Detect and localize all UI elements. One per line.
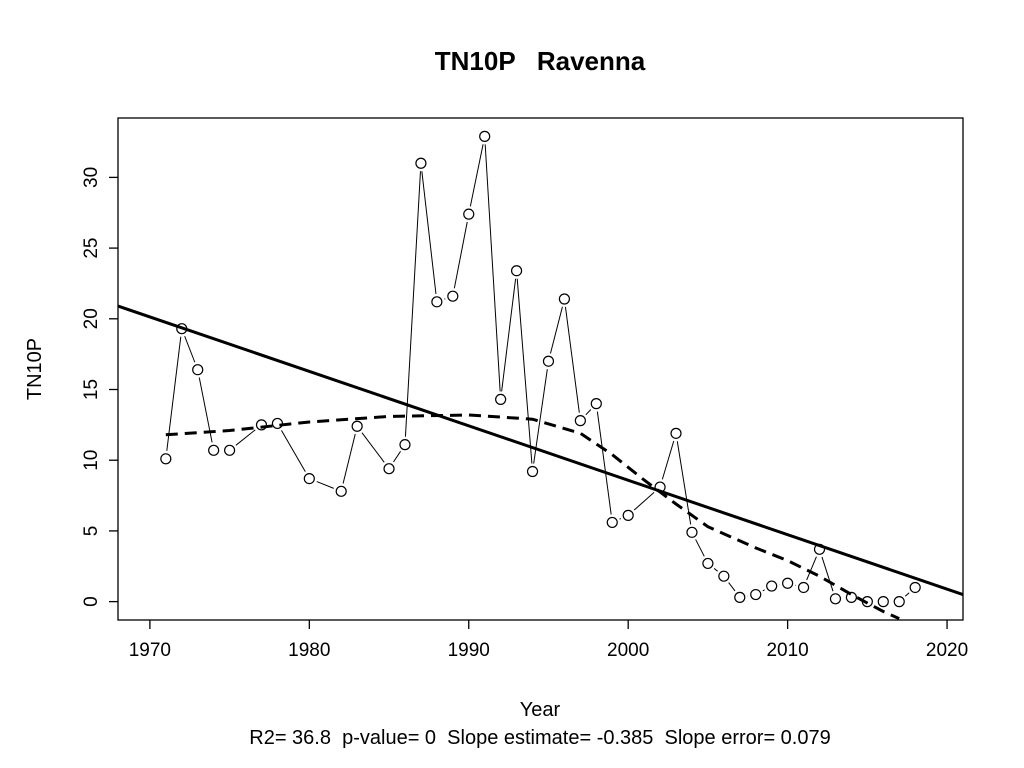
data-point: [893, 596, 905, 608]
series-segment: [469, 144, 484, 207]
series-segment: [762, 589, 765, 592]
x-tick-label: 1970: [129, 640, 171, 661]
x-tick-label: 2000: [607, 640, 649, 661]
data-point: [606, 516, 618, 529]
series-segment: [393, 451, 401, 463]
series-segment: [361, 432, 385, 463]
series-segment: [564, 306, 580, 413]
series-segment: [404, 171, 421, 437]
data-point: [463, 208, 475, 220]
series-segment: [281, 430, 306, 472]
plot-marks: [118, 130, 963, 620]
data-point: [495, 393, 507, 406]
data-point: [160, 453, 172, 465]
series-segment: [184, 335, 196, 363]
y-axis: 0 5 10 15 20 25 30: [81, 167, 118, 607]
chart-title: TN10P Ravenna: [435, 46, 646, 76]
data-point: [383, 463, 395, 475]
series-segment: [342, 433, 356, 484]
y-tick-label: 15: [81, 379, 102, 400]
data-point: [542, 355, 555, 367]
x-tick-label: 1980: [288, 640, 330, 661]
series-segment: [501, 278, 517, 392]
y-tick-label: 10: [81, 450, 102, 471]
data-point: [335, 485, 347, 497]
data-point: [750, 588, 762, 601]
series-segment: [728, 582, 736, 592]
series-segment: [821, 556, 834, 592]
series-segment: [421, 171, 437, 294]
series-segment: [166, 336, 182, 451]
data-point: [431, 296, 443, 308]
series-segment: [904, 592, 910, 597]
series-segment: [316, 481, 334, 489]
data-point: [399, 439, 411, 451]
data-point: [877, 596, 889, 608]
data-point: [192, 364, 204, 376]
data-point: [224, 444, 236, 456]
data-point: [845, 591, 857, 603]
data-point: [909, 581, 921, 594]
data-point: [718, 570, 730, 582]
series-segment: [516, 278, 533, 464]
data-point: [622, 509, 634, 521]
data-point: [590, 398, 602, 410]
stats-footer: R2= 36.8 p-value= 0 Slope estimate= -0.3…: [249, 727, 830, 749]
data-point: [303, 472, 315, 485]
y-tick-label: 30: [81, 167, 102, 188]
data-point: [558, 293, 571, 305]
data-point: [351, 420, 363, 432]
data-point: [447, 290, 459, 302]
trend-line: [118, 304, 963, 596]
series-segment: [695, 539, 705, 557]
series-segment: [453, 221, 468, 289]
data-point: [208, 444, 220, 456]
y-tick-label: 0: [81, 596, 102, 607]
data-point: [255, 419, 268, 431]
data-point: [526, 465, 539, 478]
series-segment: [585, 409, 592, 416]
series-segment: [713, 568, 718, 572]
y-tick-label: 5: [81, 526, 102, 537]
y-tick-label: 25: [81, 238, 102, 259]
data-point: [702, 557, 714, 570]
series-segment: [235, 429, 256, 446]
series-segment: [633, 492, 655, 511]
data-point: [734, 591, 746, 603]
data-point: [510, 265, 523, 277]
data-point: [574, 415, 586, 427]
series-segment: [806, 556, 817, 581]
series-segment: [549, 306, 563, 354]
data-point: [415, 157, 427, 169]
series-segment: [676, 441, 692, 525]
data-point: [670, 427, 682, 439]
x-axis: 1970 1980 1990 2000 2010 2020: [129, 620, 968, 661]
y-axis-label: TN10P: [24, 338, 46, 400]
series-segment: [484, 144, 501, 392]
data-point: [829, 593, 842, 605]
data-point: [797, 581, 810, 594]
x-tick-label: 1990: [448, 640, 490, 661]
data-point: [686, 526, 698, 538]
series-segment: [661, 440, 675, 480]
data-point: [766, 580, 778, 592]
smooth-curve: [165, 413, 900, 620]
data-point: [479, 130, 491, 142]
x-tick-label: 2010: [766, 640, 808, 661]
y-tick-label: 20: [81, 308, 102, 329]
x-axis-label: Year: [520, 699, 561, 721]
plot-frame: [117, 117, 964, 621]
data-point: [782, 577, 794, 589]
series-segment: [619, 518, 622, 520]
x-tick-label: 2020: [926, 640, 968, 661]
series-segment: [596, 411, 612, 515]
